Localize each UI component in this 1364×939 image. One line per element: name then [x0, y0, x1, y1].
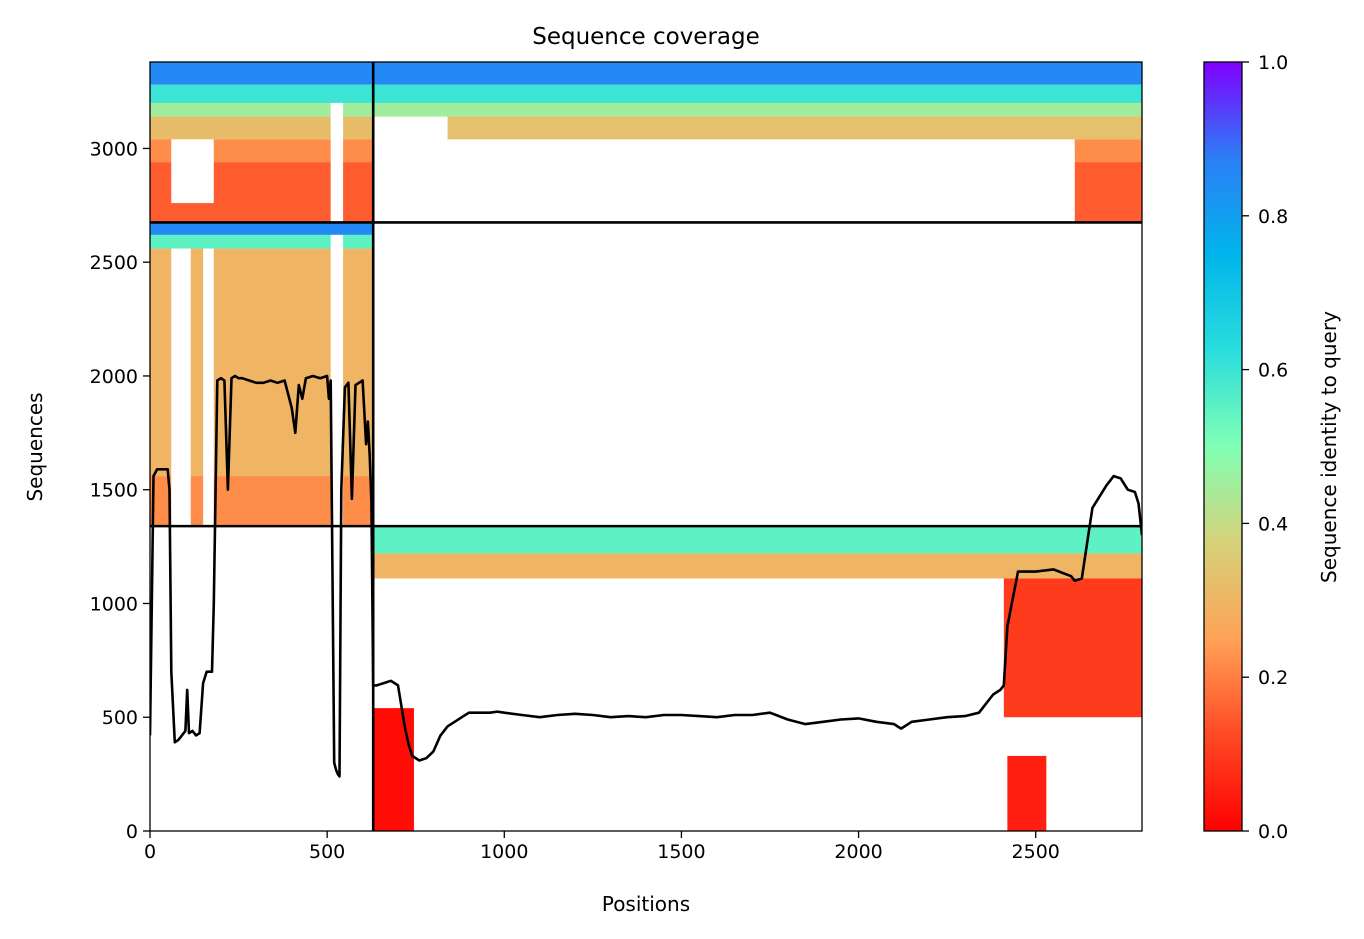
y-tick-label: 2000 — [90, 366, 138, 388]
coverage-gap-1 — [203, 248, 214, 527]
heatmap-gaps — [171, 102, 1075, 527]
heatmap-band-4-1 — [373, 553, 1142, 579]
heatmap-band-0-1 — [150, 84, 374, 103]
heatmap-band-7-0 — [1007, 755, 1047, 831]
plot-frame — [149, 61, 1143, 832]
heatmap-band-6-0 — [373, 708, 414, 831]
block-boundaries — [150, 62, 1142, 831]
x-tick-label: 1500 — [657, 841, 705, 863]
heatmap-band-2-1 — [1074, 162, 1142, 223]
coverage-gap-0 — [171, 248, 191, 527]
x-tick-label: 500 — [309, 841, 345, 863]
y-tick-label: 500 — [102, 707, 138, 729]
x-tick-label: 2000 — [834, 841, 882, 863]
heatmap-band-3-1 — [150, 234, 374, 249]
coverage-line — [150, 374, 1142, 778]
heatmap-band-3-0 — [150, 222, 374, 235]
heatmap-band-0-2 — [150, 102, 374, 117]
x-axis-ticks: 0 500 1000 1500 2000 2500 — [144, 831, 1060, 863]
colorbar-tick-label: 0.0 — [1258, 821, 1288, 843]
colorbar-tick-label: 1.0 — [1258, 52, 1288, 74]
colorbar-tick-label: 0.2 — [1258, 667, 1288, 689]
heatmap-band-5-0 — [1003, 578, 1142, 718]
heatmap-band-1-1 — [373, 84, 1142, 103]
colorbar-label: Sequence identity to query — [1317, 311, 1341, 583]
colorbar — [1203, 61, 1243, 832]
x-tick-label: 2500 — [1012, 841, 1060, 863]
coverage-gap-3 — [171, 139, 214, 204]
y-tick-label: 0 — [126, 821, 138, 843]
chart-title: Sequence coverage — [532, 24, 760, 50]
y-tick-label: 3000 — [90, 138, 138, 160]
colorbar-ticks: 0.0 0.2 0.4 0.6 0.8 1.0 — [1242, 52, 1288, 843]
heatmap-band-2-0 — [1074, 139, 1142, 163]
plot-area — [150, 62, 1142, 831]
heatmap-band-1-3 — [373, 116, 1142, 140]
y-tick-label: 1500 — [90, 480, 138, 502]
x-axis-label: Positions — [602, 892, 690, 916]
x-tick-label: 0 — [144, 841, 156, 863]
coverage-gap-6 — [447, 148, 1075, 223]
heatmap-band-1-0 — [373, 62, 1142, 85]
y-axis-ticks: 0 500 1000 1500 2000 2500 3000 — [90, 138, 150, 843]
x-tick-label: 1000 — [480, 841, 528, 863]
heatmap-band-1-2 — [373, 102, 1142, 117]
y-tick-label: 2500 — [90, 252, 138, 274]
heatmap-band-0-0 — [150, 62, 374, 85]
colorbar-tick-label: 0.8 — [1258, 206, 1288, 228]
coverage-gap-4 — [330, 102, 344, 223]
y-tick-label: 1000 — [90, 593, 138, 615]
colorbar-tick-label: 0.6 — [1258, 360, 1288, 382]
coverage-gap-5 — [373, 116, 448, 223]
heatmap-band-0-3 — [150, 116, 374, 140]
heatmap-band-4-0 — [373, 526, 1142, 554]
colorbar-tick-label: 0.4 — [1258, 513, 1288, 535]
coverage-gap-2 — [330, 234, 344, 527]
y-axis-label: Sequences — [23, 392, 47, 501]
